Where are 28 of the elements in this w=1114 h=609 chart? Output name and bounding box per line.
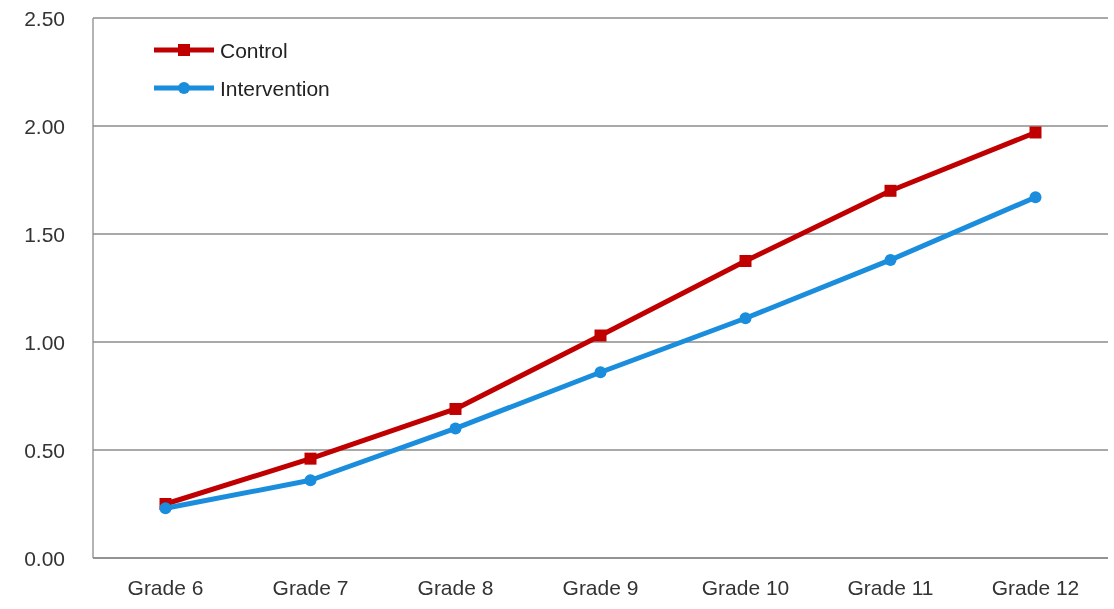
x-tick-label: Grade 7 bbox=[272, 576, 349, 599]
y-tick-label: 1.50 bbox=[24, 222, 65, 246]
point bbox=[1029, 191, 1042, 204]
y-tick-label: 0.00 bbox=[24, 546, 65, 570]
point bbox=[739, 255, 752, 267]
y-tick-label: 0.50 bbox=[24, 438, 65, 462]
x-tick-label: Grade 9 bbox=[562, 576, 639, 599]
y-tick-label: 2.00 bbox=[24, 114, 65, 138]
x-tick-label: Grade 12 bbox=[991, 576, 1080, 599]
point bbox=[159, 502, 172, 515]
x-tick-label: Grade 11 bbox=[847, 576, 934, 599]
point bbox=[594, 366, 607, 379]
x-tick-label: Grade 8 bbox=[417, 576, 494, 599]
legend-label: Intervention bbox=[220, 76, 330, 100]
legend-label: Control bbox=[220, 38, 288, 62]
point bbox=[304, 452, 317, 465]
y-tick-label: 1.00 bbox=[24, 330, 65, 354]
point bbox=[884, 184, 897, 197]
point bbox=[1029, 126, 1042, 139]
point bbox=[449, 402, 462, 415]
x-tick-label: Grade 6 bbox=[127, 576, 204, 599]
x-tick-label: Grade 10 bbox=[701, 576, 790, 599]
point bbox=[449, 422, 462, 435]
y-tick-label: 2.50 bbox=[24, 6, 65, 30]
point bbox=[304, 474, 317, 487]
point bbox=[739, 312, 752, 325]
point bbox=[884, 253, 897, 266]
point bbox=[594, 329, 607, 342]
